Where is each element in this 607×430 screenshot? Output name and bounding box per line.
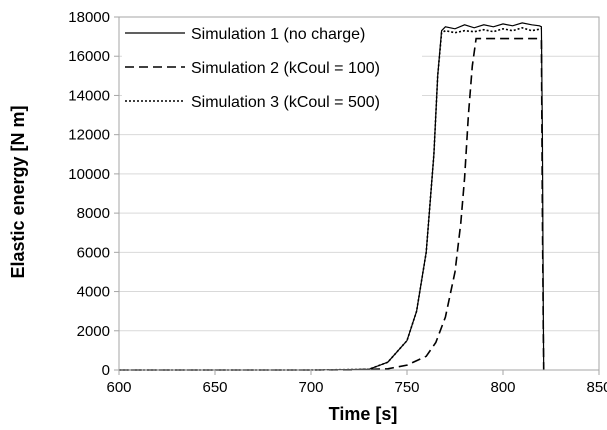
y-tick-labels: 0 2000 4000 6000 8000 10000 12000 14000 16000 180… — [68, 9, 110, 379]
y-tick-label: 18000 — [68, 9, 110, 26]
x-tick-label: 850 — [586, 379, 607, 396]
y-tick-label: 14000 — [68, 87, 110, 104]
y-tick-label: 0 — [102, 362, 110, 379]
y-tick-label: 10000 — [68, 166, 110, 183]
series-lines — [119, 22, 545, 371]
series-line-2 — [119, 37, 545, 371]
legend-label-1: Simulation 1 (no charge) — [191, 26, 365, 43]
y-axis-title: Elastic energy [N m] — [8, 105, 28, 278]
legend-label-3: Simulation 3 (kCoul = 500) — [191, 94, 380, 111]
x-tick-label: 650 — [202, 379, 227, 396]
x-tick-label: 600 — [106, 379, 131, 396]
y-tick-label: 2000 — [77, 323, 110, 340]
legend-label-2: Simulation 2 (kCoul = 100) — [191, 60, 380, 77]
plot-frame — [118, 16, 600, 371]
y-tick-label: 16000 — [68, 48, 110, 65]
x-tick-label: 700 — [298, 379, 323, 396]
y-tick-label: 8000 — [77, 205, 110, 222]
x-tick-label: 750 — [394, 379, 419, 396]
x-tick-label: 800 — [490, 379, 515, 396]
legend-background — [122, 20, 422, 116]
y-tick-label: 6000 — [77, 244, 110, 261]
x-axis-title: Time [s] — [329, 404, 398, 424]
x-tick-labels: 600 650 700 750 800 850 — [106, 379, 607, 396]
axes — [114, 16, 600, 375]
y-tick-label: 4000 — [77, 284, 110, 301]
y-tick-label: 12000 — [68, 127, 110, 144]
legend: Simulation 1 (no charge) Simulation 2 (kC… — [122, 20, 422, 116]
series-line-1 — [119, 22, 545, 371]
